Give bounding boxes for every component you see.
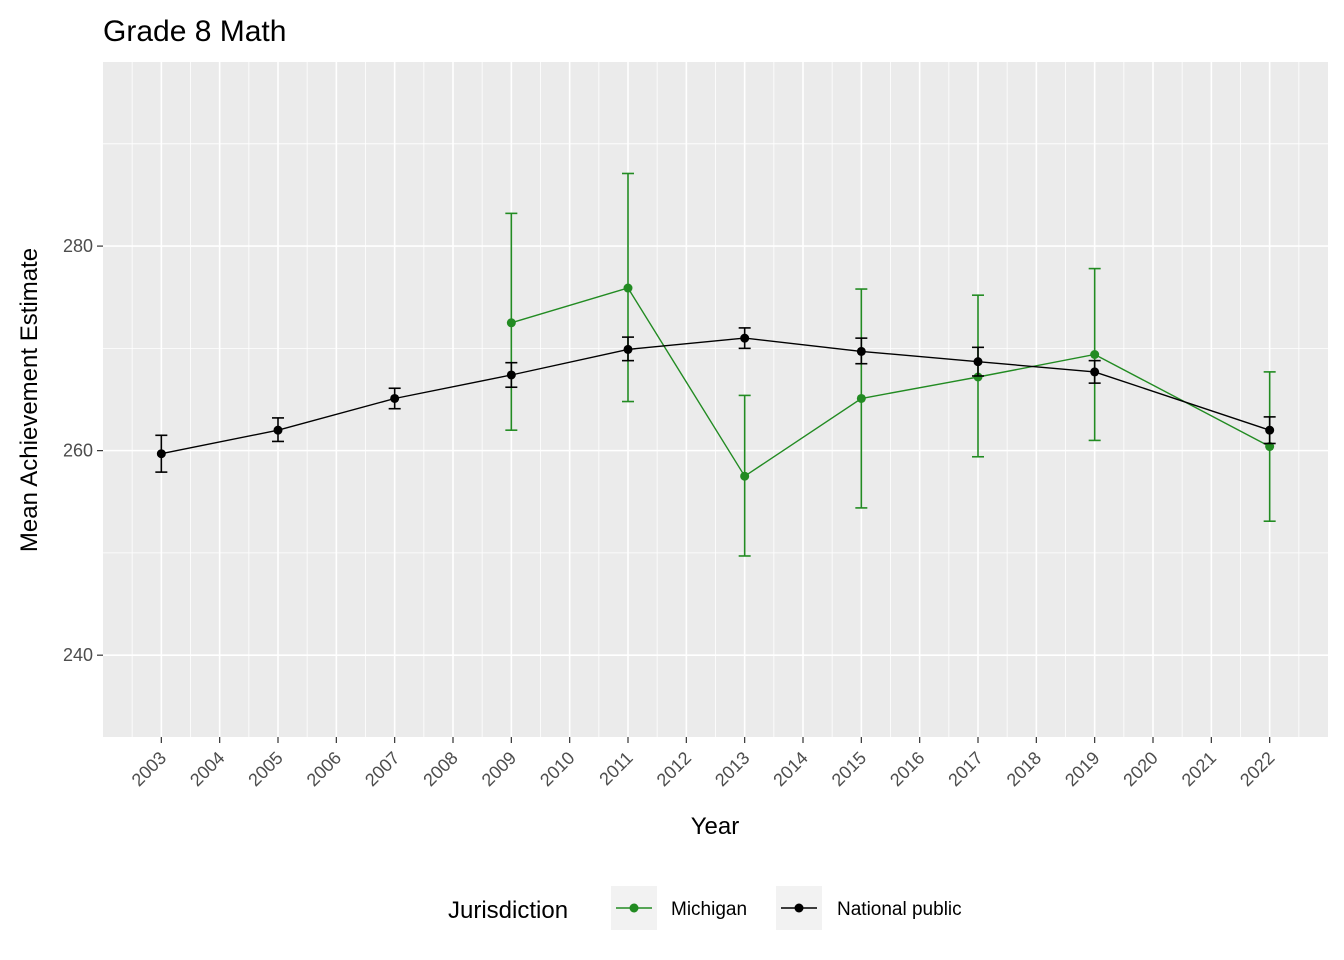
chart-title: Grade 8 Math [103, 15, 286, 48]
data-point [623, 344, 633, 354]
x-tick-label: 2015 [828, 748, 870, 790]
data-point [390, 393, 400, 403]
series-line [161, 337, 1270, 455]
x-tick-label: 2020 [1119, 748, 1161, 790]
x-tick-label: 2014 [769, 748, 811, 790]
data-point [973, 372, 983, 382]
data-point [506, 318, 516, 328]
x-tick-label: 2019 [1061, 748, 1103, 790]
y-tick-label: 260 [63, 441, 93, 461]
x-tick-label: 2008 [419, 748, 461, 790]
data-point [623, 283, 633, 293]
legend-label: National public [837, 899, 962, 920]
x-tick-label: 2018 [1003, 748, 1045, 790]
y-tick-label: 240 [63, 645, 93, 665]
data-point [1265, 442, 1275, 452]
legend: Jurisdiction Michigan National public [448, 886, 962, 930]
data-point [156, 449, 166, 459]
legend-title: Jurisdiction [448, 897, 568, 924]
data-point [973, 357, 983, 367]
data-point [506, 370, 516, 380]
x-tick-label: 2005 [244, 748, 286, 790]
data-point [1090, 350, 1100, 359]
x-tick-label: 2012 [653, 748, 695, 790]
y-tick-label: 280 [63, 236, 93, 256]
x-tick-label: 2021 [1178, 748, 1220, 790]
x-tick-label: 2016 [886, 748, 928, 790]
series-michigan [505, 172, 1276, 557]
x-tick-label: 2004 [186, 748, 228, 790]
x-tick-label: 2017 [944, 748, 986, 790]
legend-key-point [794, 903, 804, 913]
x-tick-label: 2011 [595, 748, 637, 790]
y-axis: 240 260 280 [63, 236, 103, 665]
x-tick-label: 2013 [711, 748, 753, 790]
x-axis: 2003 2004 2005 2006 2007 2008 2009 2010 2011 2012… [128, 737, 1278, 790]
series-layer [155, 172, 1276, 557]
x-tick-label: 2010 [536, 748, 578, 790]
x-axis-title: Year [691, 813, 740, 840]
x-tick-label: 2006 [303, 748, 345, 790]
data-point [273, 425, 283, 435]
data-point [740, 333, 750, 343]
legend-item-national-public: National public [776, 886, 962, 930]
x-tick-label: 2007 [361, 748, 403, 790]
x-tick-label: 2022 [1236, 748, 1278, 790]
series-national-public [155, 327, 1276, 473]
data-point [740, 471, 750, 481]
data-point [1090, 367, 1100, 377]
data-point [856, 393, 866, 403]
data-point [1265, 425, 1275, 435]
data-point [856, 346, 866, 356]
x-tick-label: 2009 [478, 748, 520, 790]
x-tick-label: 2003 [128, 748, 170, 790]
legend-label: Michigan [671, 899, 747, 920]
y-axis-title: Mean Achievement Estimate [16, 248, 43, 552]
legend-item-michigan: Michigan [611, 886, 747, 930]
legend-key-point [629, 903, 639, 913]
